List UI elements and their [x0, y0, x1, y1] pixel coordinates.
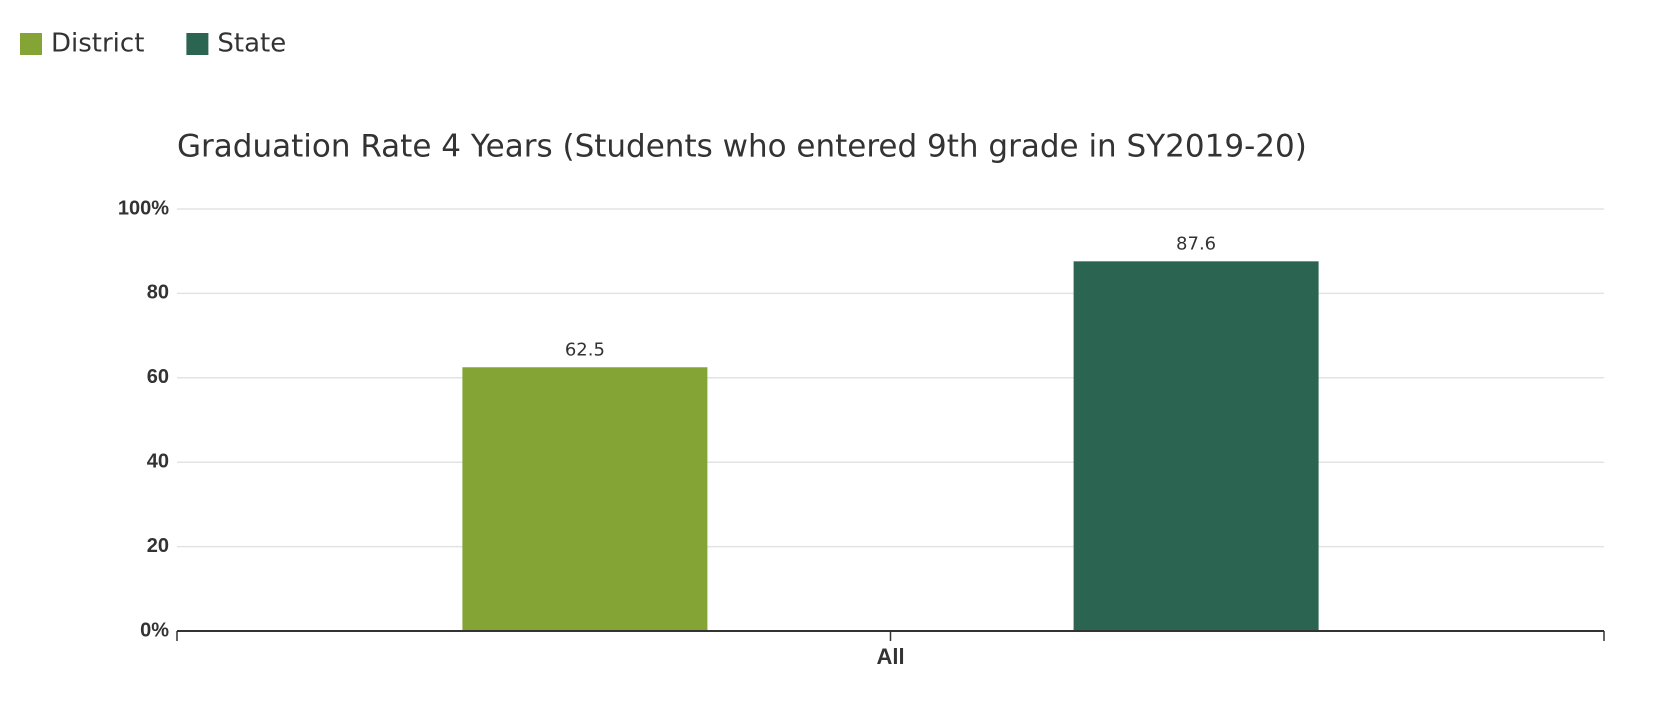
- legend-swatch: [20, 33, 42, 55]
- y-tick-label: 100%: [118, 197, 169, 219]
- value-label: 87.6: [1176, 233, 1216, 254]
- y-tick-label: 0%: [140, 619, 169, 641]
- y-tick-label: 40: [147, 450, 169, 472]
- chart-title: Graduation Rate 4 Years (Students who en…: [177, 129, 1307, 165]
- y-tick-label: 20: [147, 535, 169, 557]
- bar: [1073, 261, 1319, 631]
- legend-label: District: [51, 29, 144, 59]
- x-tick-label: All: [876, 644, 904, 669]
- legend-label: State: [217, 29, 286, 59]
- value-label: 62.5: [565, 339, 605, 360]
- bar: [462, 367, 708, 631]
- y-tick-label: 60: [147, 366, 169, 388]
- y-tick-label: 80: [147, 282, 169, 304]
- legend-swatch: [186, 33, 209, 55]
